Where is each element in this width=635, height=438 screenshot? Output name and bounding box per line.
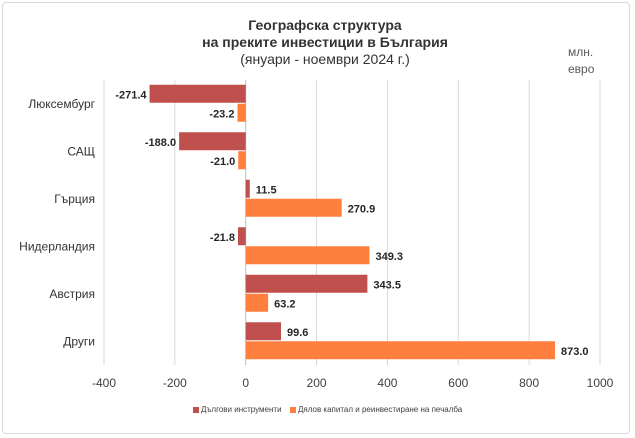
legend-swatch-debt [193,406,199,413]
data-label: -21.8 [210,232,235,244]
category-label: Други [63,334,95,348]
chart-title-line1: Географска структура [248,17,402,33]
data-label: 873.0 [561,346,589,358]
bar-equity [245,293,269,312]
category-label: Австрия [49,287,95,301]
data-label: -21.0 [210,156,235,168]
category-label: Нидерландия [19,239,95,253]
legend-swatch-equity [290,406,296,413]
data-label: 63.2 [274,298,295,310]
legend-label-equity: Дялов капитал и реинвестиране на печалба [298,405,463,414]
category-label: Люксембург [28,97,95,111]
legend-item-equity: Дялов капитал и реинвестиране на печалба [290,405,462,414]
chart-subtitle: (януари - ноември 2024 г.) [240,51,410,67]
data-label: 270.9 [348,203,376,215]
x-tick-label: 200 [307,376,327,390]
x-tick-label: 400 [377,376,397,390]
bar-debt [237,227,246,246]
x-tick-label: 1000 [587,376,614,390]
x-tick-label: -200 [163,376,187,390]
data-label: -188.0 [145,137,176,149]
category-label: Гърция [54,192,95,206]
data-label: -271.4 [115,89,147,101]
unit-label-2: евро [568,62,595,76]
bar-debt [245,274,368,293]
data-label: -23.2 [209,108,234,120]
data-label: 343.5 [373,279,401,291]
bar-equity [245,246,370,265]
bar-debt [245,179,250,198]
x-tick-label: -400 [92,376,116,390]
chart-frame [2,2,630,434]
category-label: САЩ [67,144,95,158]
bar-debt [149,84,246,103]
x-tick-label: 600 [448,376,468,390]
data-label: 11.5 [256,184,277,196]
data-label: 349.3 [375,251,403,263]
x-tick-label: 0 [242,376,249,390]
x-tick-label: 800 [519,376,539,390]
bar-debt [179,132,246,151]
legend-label-debt: Дългови инструменти [201,405,282,414]
data-label: 99.6 [287,327,308,339]
bar-equity [245,198,342,217]
bar-equity [237,103,246,122]
legend-item-debt: Дългови инструменти [193,405,282,414]
chart-title-line2: на преките инвестиции в България [202,34,448,50]
unit-label-1: млн. [568,45,594,59]
bar-equity [238,151,246,170]
bar-debt [245,322,282,341]
bar-equity [245,341,556,360]
